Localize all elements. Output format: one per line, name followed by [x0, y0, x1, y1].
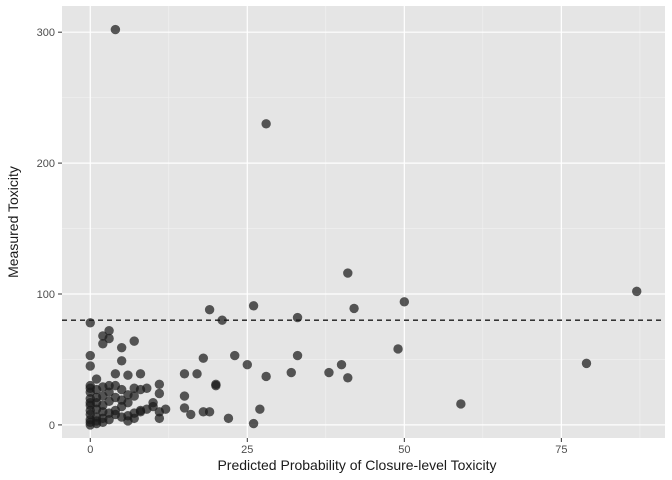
data-point [230, 350, 240, 361]
data-point [110, 24, 121, 35]
data-points [85, 24, 642, 430]
data-point [286, 367, 296, 378]
data-point [154, 388, 165, 399]
data-point [399, 297, 410, 307]
data-point [223, 413, 234, 424]
grid-lines [62, 6, 665, 438]
data-point [261, 119, 271, 129]
data-point [135, 384, 146, 395]
data-point [292, 312, 303, 323]
data-point [186, 409, 196, 420]
data-point [98, 339, 108, 349]
data-point [116, 384, 127, 395]
y-axis-title: Measured Toxicity [5, 166, 21, 278]
data-point [85, 420, 95, 430]
data-point [98, 400, 108, 410]
data-point [85, 397, 95, 408]
data-point [198, 353, 209, 363]
data-point [91, 374, 102, 384]
data-point [104, 325, 114, 336]
y-tick-label: 100 [37, 289, 55, 301]
data-point [179, 391, 190, 401]
x-tick-label: 25 [241, 444, 253, 456]
data-point [135, 369, 146, 379]
data-point [632, 286, 642, 297]
data-point [110, 409, 121, 420]
data-point [116, 356, 127, 366]
data-point [456, 399, 466, 409]
data-point [148, 401, 158, 412]
data-point [116, 395, 127, 405]
data-point [85, 387, 95, 397]
data-point [116, 342, 127, 353]
plot-panel [62, 6, 665, 438]
data-point [581, 358, 592, 369]
data-point [204, 407, 215, 417]
data-point [129, 413, 139, 424]
data-point [85, 361, 95, 371]
data-point [104, 380, 114, 391]
data-point [104, 414, 114, 425]
data-point [91, 392, 102, 403]
data-point [179, 369, 190, 379]
data-point [85, 350, 95, 361]
data-point [393, 344, 403, 354]
x-tick-label: 0 [87, 444, 93, 456]
data-point [104, 387, 114, 397]
data-point [242, 359, 252, 370]
y-tick-label: 0 [49, 420, 55, 432]
y-tick-label: 300 [37, 27, 55, 39]
data-point [129, 391, 139, 401]
data-point [204, 305, 215, 315]
x-axis-ticks: 0 25 50 75 [87, 438, 567, 456]
data-point [336, 359, 347, 370]
data-point [324, 367, 334, 378]
data-point [343, 373, 353, 383]
y-tick-label: 200 [37, 158, 55, 170]
data-point [110, 369, 121, 379]
data-point [179, 403, 190, 413]
data-point [292, 350, 303, 361]
x-tick-label: 75 [555, 444, 567, 456]
data-point [343, 268, 353, 278]
data-point [104, 333, 114, 344]
data-point [123, 370, 133, 380]
data-point [211, 380, 221, 391]
data-point [85, 318, 95, 328]
data-point [160, 404, 171, 414]
data-point [248, 418, 259, 429]
x-tick-label: 50 [398, 444, 410, 456]
data-point [261, 371, 271, 382]
data-point [217, 315, 227, 325]
x-axis-title: Predicted Probability of Closure-level T… [217, 457, 496, 473]
data-point [248, 301, 259, 311]
data-point [129, 336, 139, 346]
data-point [192, 369, 202, 379]
data-point [154, 379, 165, 390]
data-point [255, 404, 265, 414]
data-point [349, 303, 359, 314]
data-point [154, 413, 165, 424]
data-point [135, 405, 146, 416]
y-axis-ticks: 0 100 200 300 [37, 27, 62, 432]
